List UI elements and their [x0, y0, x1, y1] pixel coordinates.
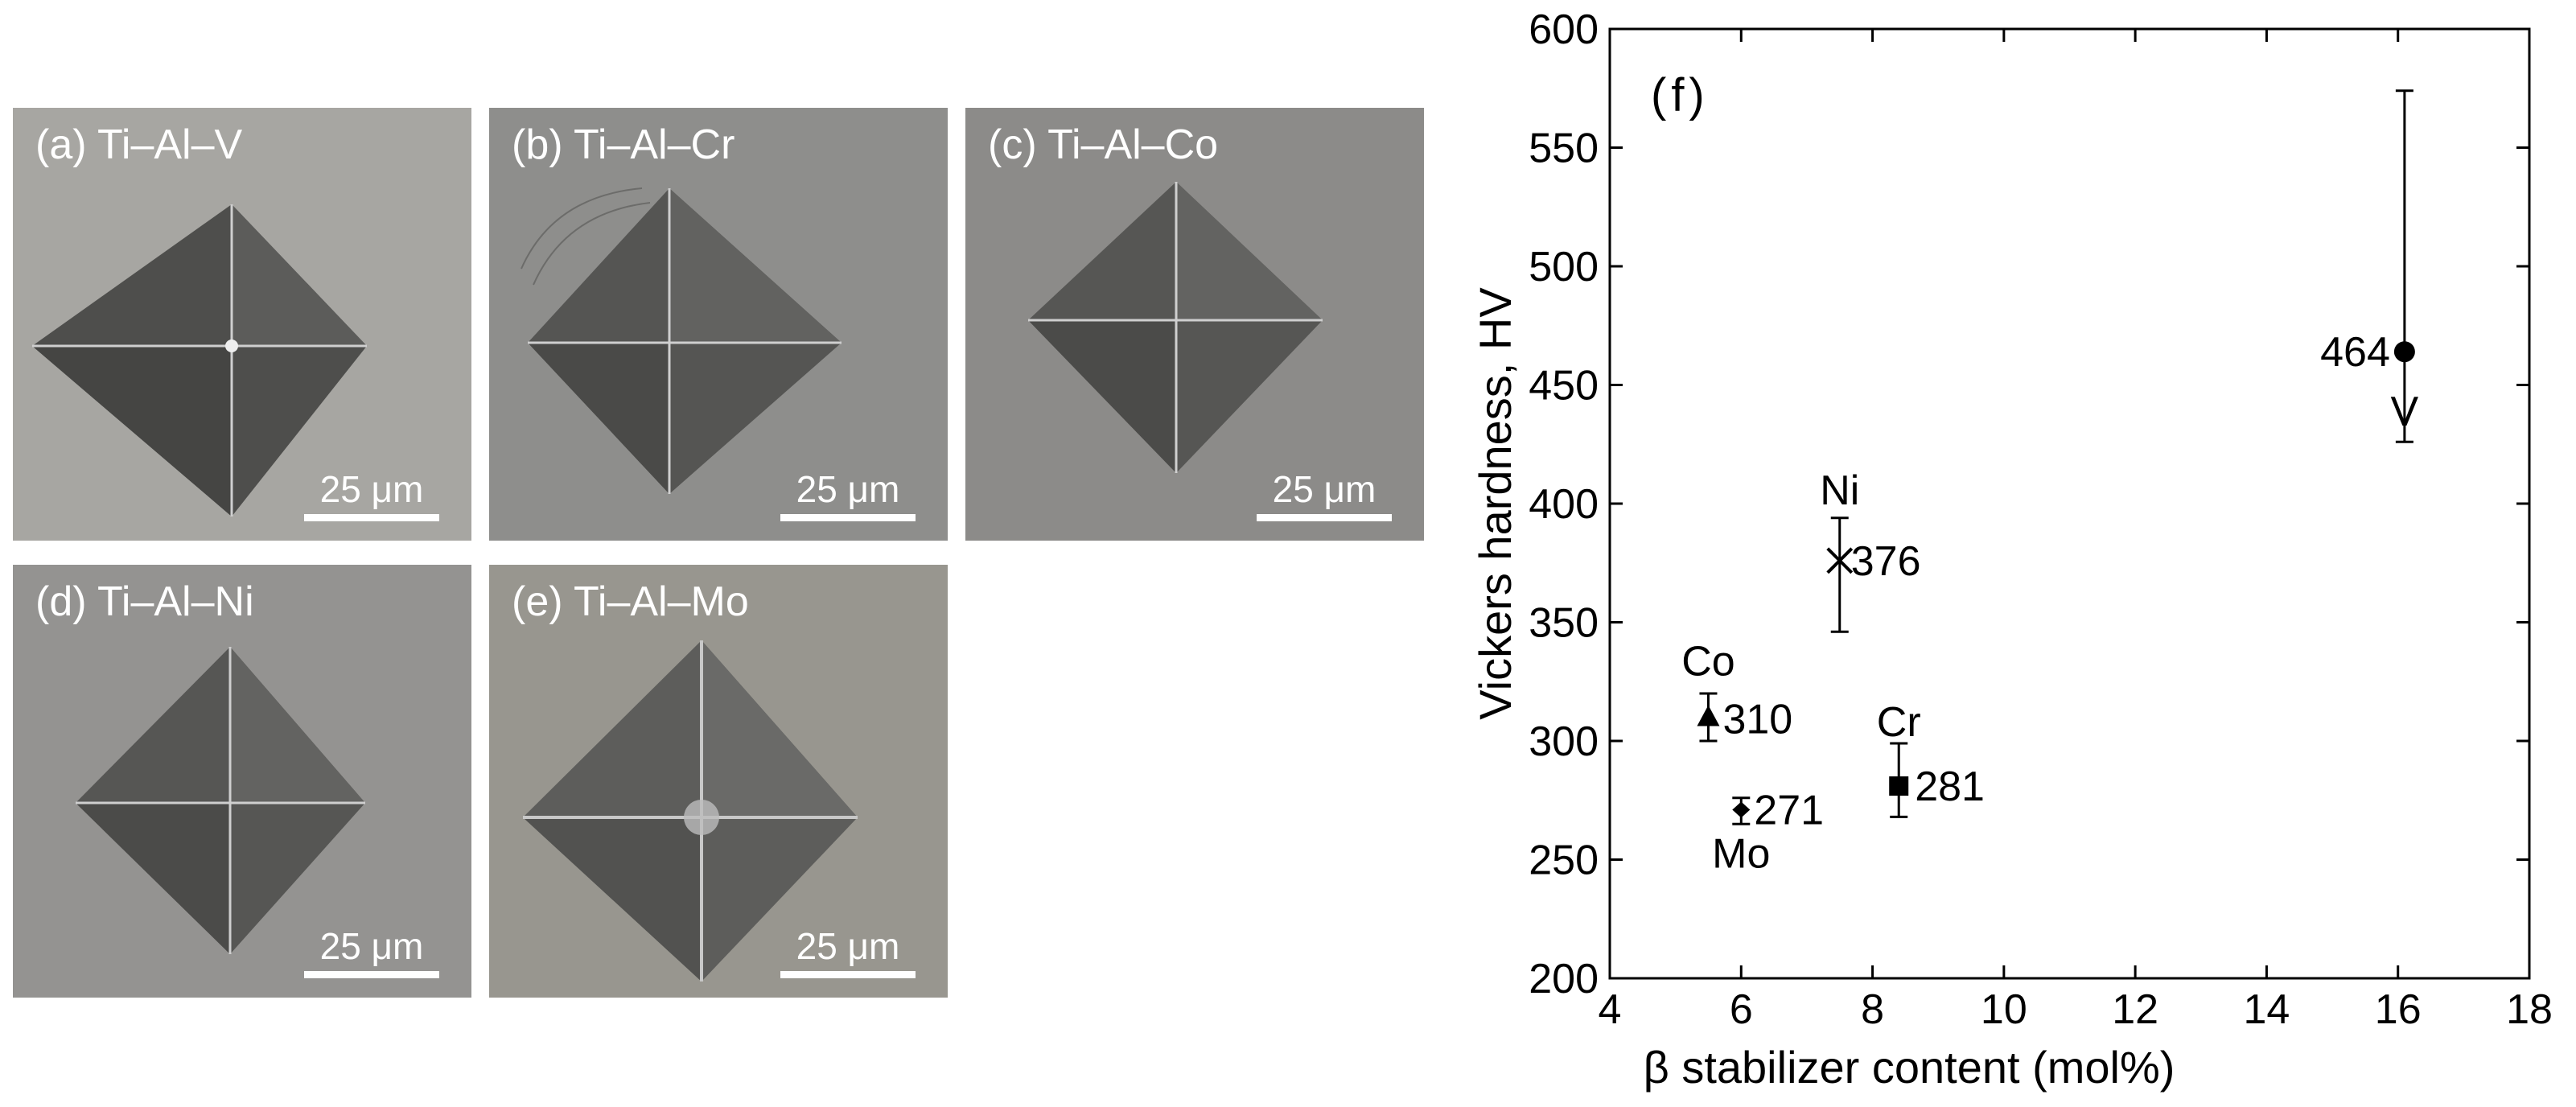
x-tick-label: 14	[2244, 986, 2290, 1033]
y-tick-label: 200	[1529, 956, 1599, 1002]
panel-label-f: (f)	[1651, 69, 1710, 121]
element-label-Cr: Cr	[1877, 699, 1921, 746]
x-tick-label: 12	[2112, 986, 2158, 1033]
scale-bar-line-c	[1257, 514, 1392, 521]
scale-bar-line-d	[304, 971, 439, 978]
scale-text-e: 25 μm	[796, 925, 900, 967]
element-label-V: V	[2391, 389, 2419, 435]
panel-label-d: (d) Ti–Al–Ni	[35, 578, 254, 625]
scale-text-b: 25 μm	[796, 468, 900, 510]
scale-text-a: 25 μm	[319, 468, 424, 510]
y-tick-label: 600	[1529, 6, 1599, 53]
marker-Cr	[1889, 776, 1909, 796]
scale-bar-line-b	[780, 514, 916, 521]
value-label-Co: 310	[1722, 697, 1792, 743]
value-label-Cr: 281	[1915, 763, 1985, 810]
value-label-Mo: 271	[1754, 788, 1824, 834]
micrograph-panel-c: (c) Ti–Al–Co 25 μm	[965, 108, 1424, 541]
marker-Ni	[1826, 547, 1854, 574]
element-label-Co: Co	[1681, 639, 1734, 685]
y-tick-label: 300	[1529, 718, 1599, 765]
scale-bar-d: 25 μm	[304, 928, 439, 978]
x-tick-label: 6	[1730, 986, 1753, 1033]
marker-V	[2393, 341, 2415, 363]
micrograph-image-b	[489, 108, 948, 541]
panel-label-e: (e) Ti–Al–Mo	[512, 578, 749, 625]
micrograph-image-c	[965, 108, 1424, 541]
x-tick-label: 10	[1981, 986, 2027, 1033]
micrograph-panel-e: (e) Ti–Al–Mo 25 μm	[489, 565, 948, 998]
marker-Co	[1697, 705, 1720, 726]
scale-text-c: 25 μm	[1272, 468, 1376, 510]
y-tick-label: 500	[1529, 244, 1599, 290]
element-label-Ni: Ni	[1820, 467, 1859, 514]
marker-Mo	[1732, 801, 1751, 818]
panel-label-a: (a) Ti–Al–V	[35, 121, 243, 168]
micrograph-panel-a: (a) Ti–Al–V 25 μm	[13, 108, 471, 541]
micrograph-panel-d: (d) Ti–Al–Ni 25 μm	[13, 565, 471, 998]
scale-bar-line-e	[780, 971, 916, 978]
value-label-V: 464	[2320, 329, 2390, 376]
hardness-chart: 4 6 8 10 12 14 16 18 200 250 300 350 400 450 500 550 600…	[1470, 6, 2553, 1093]
y-tick-label: 350	[1529, 600, 1599, 647]
x-tick-label: 8	[1861, 986, 1884, 1033]
x-tick-label: 4	[1599, 986, 1622, 1033]
scale-bar-c: 25 μm	[1257, 471, 1392, 521]
x-tick-label: 16	[2375, 986, 2422, 1033]
micrograph-image-e	[489, 565, 948, 998]
y-tick-label: 550	[1529, 126, 1599, 172]
scale-bar-line-a	[304, 514, 439, 521]
micrograph-image-d	[13, 565, 471, 998]
micrograph-panel-b: (b) Ti–Al–Cr 25 μm	[489, 108, 948, 541]
micrograph-image-a	[13, 108, 471, 541]
y-axis-label: Vickers hardness, HV	[1470, 287, 1520, 720]
y-tick-label: 400	[1529, 481, 1599, 528]
axis-ticks: 4 6 8 10 12 14 16 18 200 250 300 350 400 450 500 550 600	[1529, 6, 2553, 1033]
value-label-Ni: 376	[1851, 538, 1921, 585]
scale-bar-e: 25 μm	[780, 928, 916, 978]
element-label-Mo: Mo	[1712, 831, 1770, 878]
x-tick-label: 18	[2506, 986, 2553, 1033]
scale-bar-a: 25 μm	[304, 471, 439, 521]
scale-bar-b: 25 μm	[780, 471, 916, 521]
y-tick-label: 250	[1529, 837, 1599, 884]
x-axis-label: β stabilizer content (mol%)	[1644, 1042, 2175, 1093]
scale-text-d: 25 μm	[319, 925, 424, 967]
marker-x-stroke	[1826, 547, 1854, 574]
y-tick-label: 450	[1529, 363, 1599, 409]
panel-label-b: (b) Ti–Al–Cr	[512, 121, 735, 168]
panel-label-c: (c) Ti–Al–Co	[988, 121, 1219, 168]
